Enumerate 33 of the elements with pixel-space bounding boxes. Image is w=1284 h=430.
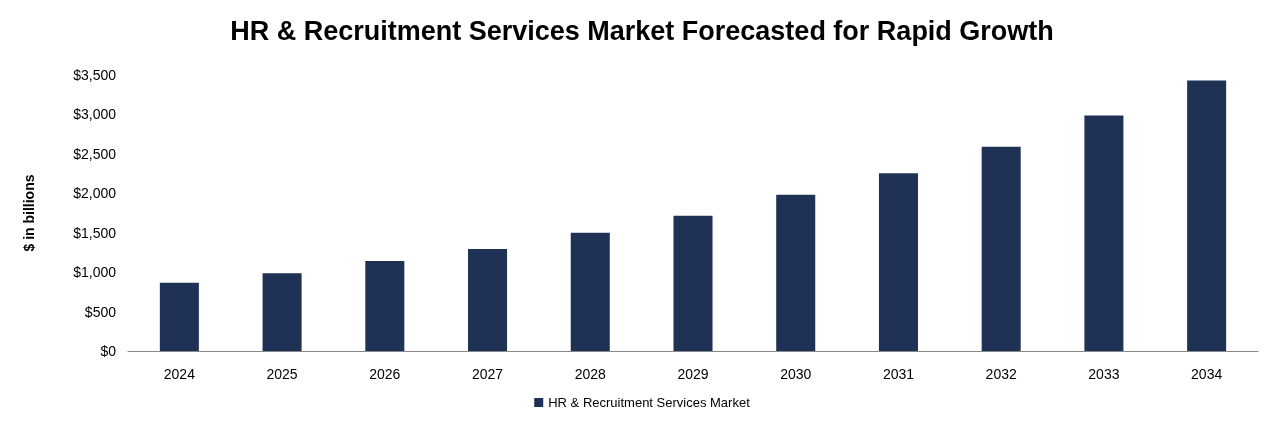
x-tick-label: 2030 [780, 366, 812, 382]
x-tick-label: 2026 [369, 366, 401, 382]
y-tick-label: $3,500 [73, 67, 117, 83]
bar [365, 261, 405, 351]
y-axis-title: $ in billions [21, 174, 37, 252]
chart-title: HR & Recruitment Services Market Forecasted for Rapid Growth [230, 15, 1054, 46]
x-tick-label: 2031 [882, 366, 915, 382]
bar [570, 232, 610, 351]
x-tick-label: 2024 [163, 366, 196, 382]
y-tick-label: $2,500 [73, 145, 117, 162]
bar [673, 215, 713, 351]
y-tick-label: $2,000 [73, 185, 117, 202]
y-tick-label: $3,000 [73, 106, 117, 123]
y-tick-label: $1,500 [73, 224, 117, 241]
bar [468, 248, 508, 351]
x-tick-label: 2034 [1191, 366, 1223, 382]
x-tick-label: 2029 [677, 366, 709, 382]
y-tick-label: $1,000 [73, 264, 117, 281]
bar [159, 282, 199, 351]
x-tick-label: 2027 [471, 366, 504, 382]
bar [878, 173, 918, 351]
legend-label: HR & Recruitment Services Market [548, 395, 751, 410]
bar [1084, 115, 1124, 351]
bar [1187, 80, 1227, 351]
x-tick-label: 2033 [1088, 366, 1120, 382]
bar [262, 273, 302, 351]
y-tick-label: $500 [84, 303, 117, 320]
x-tick-label: 2025 [266, 366, 298, 382]
y-tick-label: $0 [100, 343, 117, 359]
x-tick-label: 2028 [574, 366, 607, 382]
x-tick-label: 2032 [985, 366, 1017, 382]
bar [776, 194, 816, 351]
bar [981, 146, 1021, 351]
